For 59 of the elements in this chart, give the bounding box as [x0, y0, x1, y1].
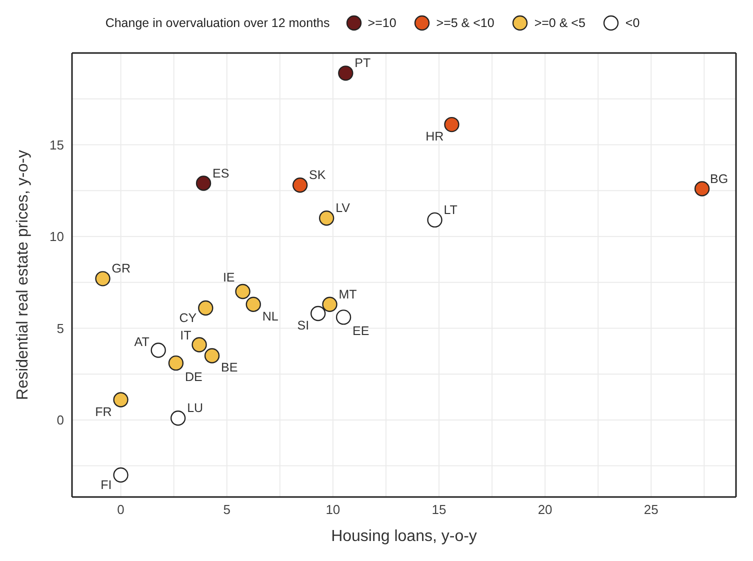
point — [113, 392, 128, 408]
point — [336, 310, 352, 325]
x-tick-label: 5 — [223, 502, 230, 518]
annotation: HR — [426, 130, 444, 144]
y-tick-label: 0 — [56, 412, 64, 428]
point — [95, 271, 110, 286]
point — [113, 467, 128, 483]
point — [235, 284, 250, 300]
point — [310, 306, 326, 322]
legend-label: >=5 & <10 — [436, 16, 494, 30]
annotation: EE — [352, 324, 370, 338]
annotation: BE — [221, 360, 238, 375]
legend-label: <0 — [625, 16, 640, 30]
point — [318, 210, 334, 226]
annotation: MT — [338, 287, 358, 302]
annotation: PT — [354, 56, 371, 70]
legend-label: >=10 — [368, 16, 396, 30]
annotation: LU — [187, 401, 204, 416]
point — [322, 296, 338, 312]
annotation: FR — [95, 404, 112, 419]
point — [694, 181, 710, 196]
x-tick-label: 10 — [326, 502, 340, 518]
x-tick-label: 20 — [538, 502, 552, 518]
y-tick-label: 5 — [56, 320, 64, 336]
annotation: FI — [100, 478, 112, 492]
legend-label: >=0 & <5 — [534, 16, 586, 30]
y-tick-label: 10 — [50, 229, 64, 244]
annotation: GR — [112, 262, 131, 276]
annotation: DE — [184, 370, 202, 384]
point — [192, 337, 207, 352]
point — [198, 300, 214, 316]
point — [292, 178, 308, 193]
point — [246, 296, 261, 312]
annotation: ES — [212, 166, 230, 180]
annotation: IT — [180, 328, 192, 343]
annotation: LT — [444, 202, 458, 217]
legend-title: Change in overvaluation over 12 months — [105, 16, 330, 30]
x-tick-label: 15 — [432, 502, 446, 518]
point — [338, 66, 354, 81]
x-tick-label: 25 — [644, 502, 658, 518]
point — [444, 116, 460, 132]
y-axis-title: Residential real estate prices, y-o-y — [14, 150, 32, 400]
point — [204, 348, 220, 364]
point — [150, 342, 166, 358]
point — [170, 410, 186, 426]
annotation: LV — [336, 201, 351, 216]
point — [427, 212, 442, 228]
x-axis-title: Housing loans, y-o-y — [331, 528, 477, 545]
annotation: IE — [222, 270, 235, 285]
annotation: SK — [309, 168, 326, 182]
point — [196, 176, 212, 191]
annotation: AT — [134, 335, 150, 350]
annotation: SI — [297, 318, 310, 333]
point — [168, 355, 184, 371]
x-tick-label: 0 — [117, 502, 124, 518]
annotation: NL — [262, 309, 278, 324]
annotation: CY — [179, 311, 198, 326]
y-tick-label: 15 — [50, 137, 64, 152]
annotation: BG — [710, 172, 728, 186]
